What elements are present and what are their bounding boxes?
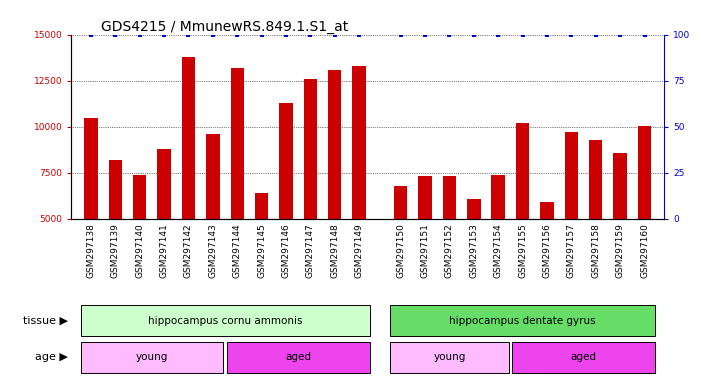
- Text: hippocampus dentate gyrus: hippocampus dentate gyrus: [449, 316, 596, 326]
- Text: GSM297154: GSM297154: [493, 223, 503, 278]
- Text: hippocampus cornu ammonis: hippocampus cornu ammonis: [148, 316, 302, 326]
- Bar: [84, 118, 98, 219]
- Text: GSM297160: GSM297160: [640, 223, 649, 278]
- Text: GSM297148: GSM297148: [331, 223, 339, 278]
- Text: GSM297146: GSM297146: [281, 223, 291, 278]
- Bar: [231, 68, 244, 219]
- Bar: [157, 149, 171, 219]
- Bar: [391, 342, 508, 372]
- Bar: [81, 342, 223, 372]
- Bar: [206, 134, 220, 219]
- Bar: [418, 177, 432, 219]
- Text: GSM297153: GSM297153: [469, 223, 478, 278]
- Text: GSM297152: GSM297152: [445, 223, 454, 278]
- Text: GDS4215 / MmunewRS.849.1.S1_at: GDS4215 / MmunewRS.849.1.S1_at: [101, 20, 348, 33]
- Bar: [491, 175, 505, 219]
- Bar: [394, 186, 408, 219]
- Text: young: young: [433, 352, 466, 362]
- Bar: [182, 57, 195, 219]
- Bar: [227, 342, 370, 372]
- Text: GSM297141: GSM297141: [159, 223, 169, 278]
- Bar: [565, 132, 578, 219]
- Bar: [443, 177, 456, 219]
- Text: GSM297157: GSM297157: [567, 223, 576, 278]
- Text: GSM297140: GSM297140: [135, 223, 144, 278]
- Bar: [638, 126, 651, 219]
- Bar: [516, 123, 529, 219]
- Text: age ▶: age ▶: [35, 352, 68, 362]
- Bar: [467, 199, 481, 219]
- Bar: [328, 70, 341, 219]
- Bar: [303, 79, 317, 219]
- Text: GSM297144: GSM297144: [233, 223, 242, 278]
- Text: GSM297138: GSM297138: [86, 223, 96, 278]
- Bar: [613, 152, 627, 219]
- Bar: [512, 342, 655, 372]
- Text: GSM297145: GSM297145: [257, 223, 266, 278]
- Text: GSM297159: GSM297159: [615, 223, 625, 278]
- Text: GSM297147: GSM297147: [306, 223, 315, 278]
- Text: young: young: [136, 352, 168, 362]
- Bar: [391, 305, 655, 336]
- Text: GSM297158: GSM297158: [591, 223, 600, 278]
- Text: tissue ▶: tissue ▶: [23, 316, 68, 326]
- Bar: [81, 305, 370, 336]
- Text: GSM297150: GSM297150: [396, 223, 405, 278]
- Bar: [255, 193, 268, 219]
- Bar: [109, 160, 122, 219]
- Bar: [353, 66, 366, 219]
- Bar: [589, 140, 603, 219]
- Bar: [279, 103, 293, 219]
- Text: aged: aged: [285, 352, 311, 362]
- Bar: [540, 202, 553, 219]
- Text: GSM297143: GSM297143: [208, 223, 217, 278]
- Text: GSM297151: GSM297151: [421, 223, 430, 278]
- Text: GSM297155: GSM297155: [518, 223, 527, 278]
- Text: GSM297139: GSM297139: [111, 223, 120, 278]
- Text: GSM297142: GSM297142: [184, 223, 193, 278]
- Text: GSM297156: GSM297156: [543, 223, 551, 278]
- Text: GSM297149: GSM297149: [355, 223, 363, 278]
- Text: aged: aged: [570, 352, 596, 362]
- Bar: [133, 175, 146, 219]
